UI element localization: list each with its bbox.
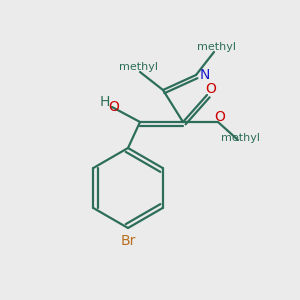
Text: methyl: methyl (196, 42, 236, 52)
Text: H: H (100, 95, 110, 109)
Text: Br: Br (120, 234, 136, 248)
Text: O: O (214, 110, 225, 124)
Text: methyl: methyl (220, 133, 260, 143)
Text: O: O (206, 82, 216, 96)
Text: O: O (109, 100, 119, 114)
Text: N: N (200, 68, 210, 82)
Text: methyl: methyl (118, 62, 158, 72)
